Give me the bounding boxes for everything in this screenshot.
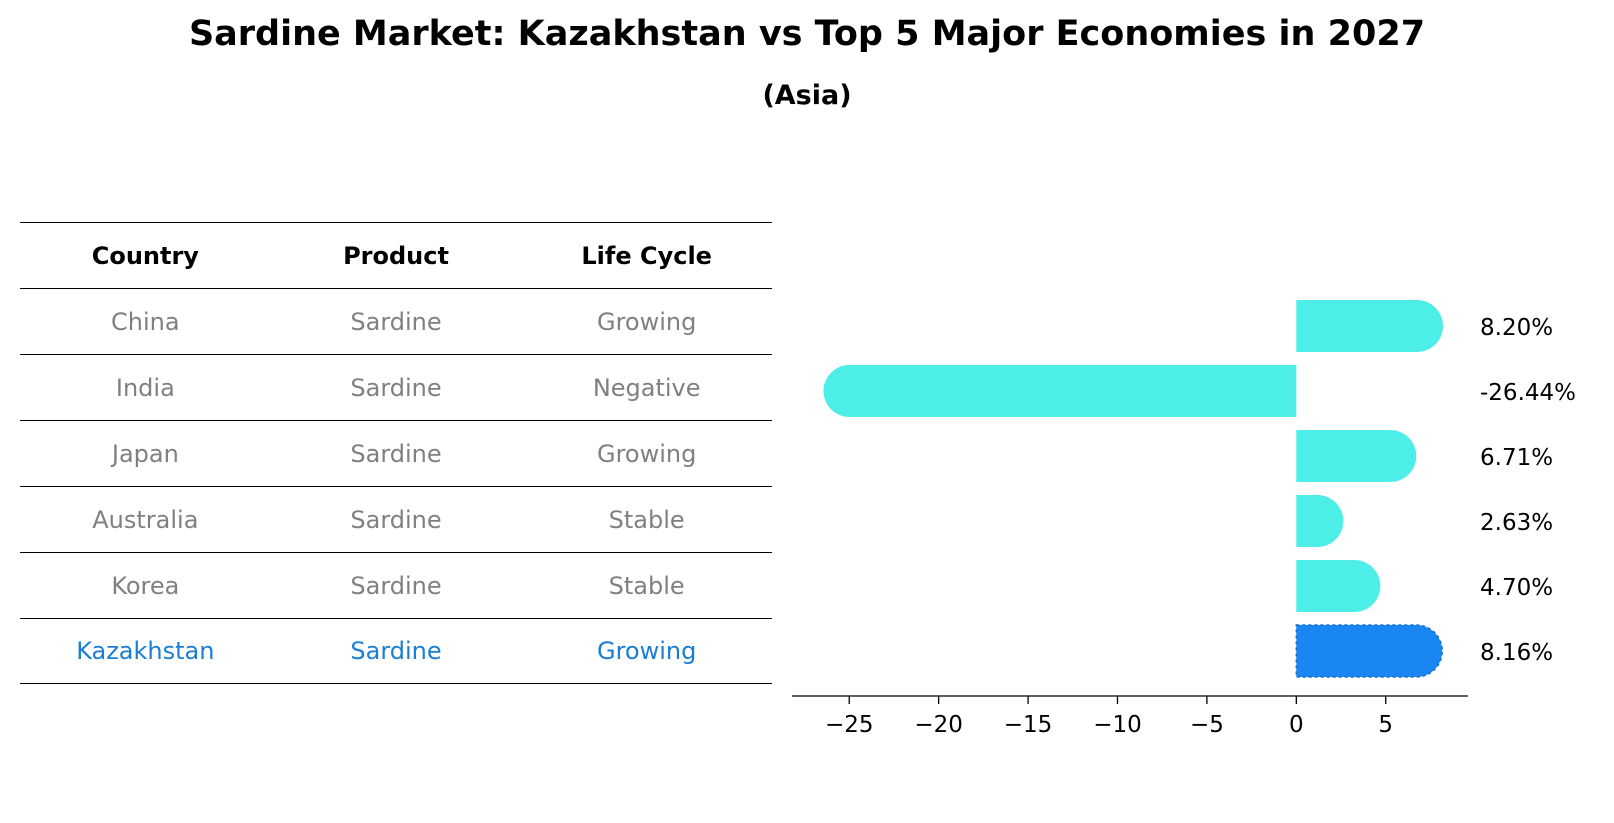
product-cell: Sardine	[350, 505, 442, 534]
x-tick-label: −20	[914, 712, 963, 738]
life-cycle-cell: Growing	[596, 637, 697, 665]
life-cycle-cell: Negative	[592, 373, 701, 402]
value-label-japan: 6.71%	[1480, 445, 1553, 471]
country-cell: China	[111, 307, 180, 336]
value-label-india: -26.44%	[1480, 380, 1576, 406]
table-row: Australia Sardine Stable	[20, 486, 772, 552]
x-tick-label: 5	[1378, 712, 1393, 738]
country-cell: Australia	[92, 505, 199, 534]
table-header: Country Product Life Cycle	[20, 222, 772, 288]
country-cell: Korea	[111, 571, 180, 600]
life-cycle-cell: Stable	[608, 571, 685, 600]
product-cell: Sardine	[350, 637, 442, 665]
product-cell: Sardine	[350, 571, 442, 600]
table-row: China Sardine Growing	[20, 288, 772, 354]
value-label-china: 8.20%	[1480, 315, 1553, 341]
table-row: Japan Sardine Growing	[20, 420, 772, 486]
value-label-kazakhstan: 8.16%	[1480, 640, 1553, 666]
life-cycle-cell: Growing	[596, 439, 697, 468]
chart-title: Sardine Market: Kazakhstan vs Top 5 Majo…	[188, 14, 1426, 54]
product-cell: Sardine	[350, 439, 442, 468]
bar-china	[1296, 300, 1443, 352]
life-cycle-cell: Growing	[596, 307, 697, 336]
life-cycle-cell: Stable	[608, 505, 685, 534]
bar-korea	[1296, 560, 1381, 612]
data-table: Country Product Life Cycle China Sardine…	[20, 222, 772, 684]
column-header-life-cycle: Life Cycle	[581, 241, 712, 270]
x-tick-label: 0	[1289, 712, 1304, 738]
table-row: India Sardine Negative	[20, 354, 772, 420]
bar-japan	[1296, 430, 1417, 482]
column-header-country: Country	[91, 241, 199, 270]
value-label-australia: 2.63%	[1480, 510, 1553, 536]
value-label-korea: 4.70%	[1480, 575, 1553, 601]
product-cell: Sardine	[350, 373, 442, 402]
country-cell: India	[115, 373, 175, 402]
bar-india	[823, 365, 1297, 417]
bar-kazakhstan	[1295, 624, 1443, 678]
product-cell: Sardine	[350, 307, 442, 336]
bar-australia	[1296, 495, 1344, 547]
x-tick-label: −25	[825, 712, 874, 738]
column-header-product: Product	[343, 241, 449, 270]
x-tick-label: −5	[1190, 712, 1224, 738]
country-cell: Kazakhstan	[76, 637, 215, 665]
table-row: Korea Sardine Stable	[20, 552, 772, 618]
table-row-highlight: Kazakhstan Sardine Growing	[20, 618, 772, 684]
chart-subtitle: (Asia)	[762, 80, 852, 111]
country-cell: Japan	[111, 439, 179, 468]
x-tick-label: −15	[1004, 712, 1053, 738]
x-tick-label: −10	[1093, 712, 1142, 738]
